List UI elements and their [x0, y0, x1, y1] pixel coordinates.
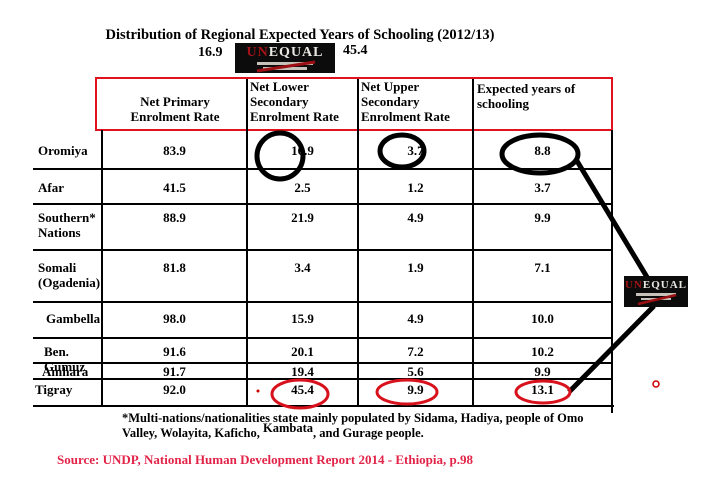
table-row-tigray: Tigray 92.0 45.4 9.9 13.1: [33, 379, 612, 406]
cell-value: 10.0: [531, 311, 554, 326]
table-row-ben-gumuz: Ben. Gumuz 91.6 20.1 7.2 10.2: [33, 338, 612, 374]
cell-value: 1.2: [407, 180, 424, 195]
cell-value: 15.9: [291, 311, 314, 326]
cell-value: 88.9: [163, 210, 186, 225]
table-row-southern-nations: Southern* Nations 88.9 21.9 4.9 9.9: [33, 204, 612, 250]
cell-value: 5.6: [407, 364, 424, 379]
cell-value: 3.4: [294, 260, 311, 275]
cell-value: 4.9: [407, 210, 424, 225]
table-row-afar: Afar 41.5 2.5 1.2 3.7: [33, 169, 612, 204]
cell-value: 4.9: [407, 311, 424, 326]
unequal-logo-right: UNEQUAL: [624, 276, 688, 307]
cell-value: 91.6: [163, 344, 186, 359]
region-label: Gambella: [46, 311, 101, 326]
cell-value: 19.4: [291, 364, 314, 379]
cell-value: 9.9: [534, 364, 551, 379]
region-label: Ben. Gumuz: [44, 344, 86, 374]
column-header-net-upper-secondary: Net Upper Secondary Enrolment Rate: [361, 79, 450, 124]
cell-value: 3.7: [407, 143, 424, 158]
cell-value: 21.9: [291, 210, 314, 225]
cell-value: 20.1: [291, 344, 314, 359]
region-label: Amhara: [42, 364, 89, 379]
cell-value: 9.9: [407, 382, 424, 397]
cell-value: 9.9: [534, 210, 551, 225]
small-red-circle: [652, 380, 660, 388]
cell-value: 1.9: [407, 260, 424, 275]
logo-red-slash-icon: [637, 293, 677, 306]
source-citation: Source: UNDP, National Human Development…: [57, 452, 474, 467]
table-row-amhara: Amhara 91.7 19.4 5.6 9.9: [33, 363, 612, 379]
table-row-oromiya: Oromiya 83.9 16.9 3.7 8.8: [33, 130, 612, 169]
column-header-net-lower-secondary: Net Lower Secondary Enrolment Rate: [250, 79, 339, 124]
cell-value: 7.1: [534, 260, 551, 275]
region-label: Southern* Nations: [38, 210, 96, 240]
cell-value: 2.5: [294, 180, 311, 195]
cell-value: 16.9: [291, 143, 314, 158]
cell-value: 7.2: [407, 344, 424, 359]
cell-value: 10.2: [531, 344, 554, 359]
region-label: Afar: [38, 180, 64, 195]
cell-value: 45.4: [291, 382, 314, 397]
logo-smalltext-bar: [257, 62, 313, 65]
callout-value-right: 45.4: [343, 43, 368, 58]
region-label: Tigray: [35, 382, 73, 397]
cell-value: 83.9: [163, 143, 186, 158]
cell-value: 92.0: [163, 382, 186, 397]
footnote-line-2: Valley, Wolayita, Kaficho, Kambata, and …: [122, 421, 424, 440]
unequal-logo-top: UNEQUAL: [235, 43, 335, 73]
logo-smalltext-bar: [636, 293, 676, 296]
table-row-gambella: Gambella 98.0 15.9 4.9 10.0: [33, 302, 612, 338]
table-row-somali: Somali (Ogadenia) 81.8 3.4 1.9 7.1: [33, 250, 612, 302]
unequal-logo-word: UNEQUAL: [246, 45, 324, 60]
unequal-logo-word: UNEQUAL: [624, 279, 687, 291]
cell-value: 13.1: [531, 382, 554, 397]
footnote-line-1: *Multi-nations/nationalities state mainl…: [122, 411, 584, 425]
cell-value: 3.7: [534, 180, 551, 195]
logo-red-slash-icon: [256, 60, 316, 73]
footnote-raised-word: Kambata: [263, 421, 313, 435]
column-header-expected-years: Expected years of schooling: [477, 81, 576, 111]
cell-value: 8.8: [534, 143, 551, 158]
cell-value: 81.8: [163, 260, 186, 275]
cell-value: 41.5: [163, 180, 186, 195]
region-label: Somali (Ogadenia): [38, 260, 101, 290]
page-title: Distribution of Regional Expected Years …: [105, 27, 495, 43]
cell-value: 98.0: [163, 311, 186, 326]
logo-smalltext-bar: [263, 67, 307, 70]
region-label: Oromiya: [38, 143, 88, 158]
callout-value-left: 16.9: [198, 45, 223, 60]
column-header-net-primary: Net Primary Enrolment Rate: [130, 94, 220, 124]
cell-value: 91.7: [163, 364, 186, 379]
